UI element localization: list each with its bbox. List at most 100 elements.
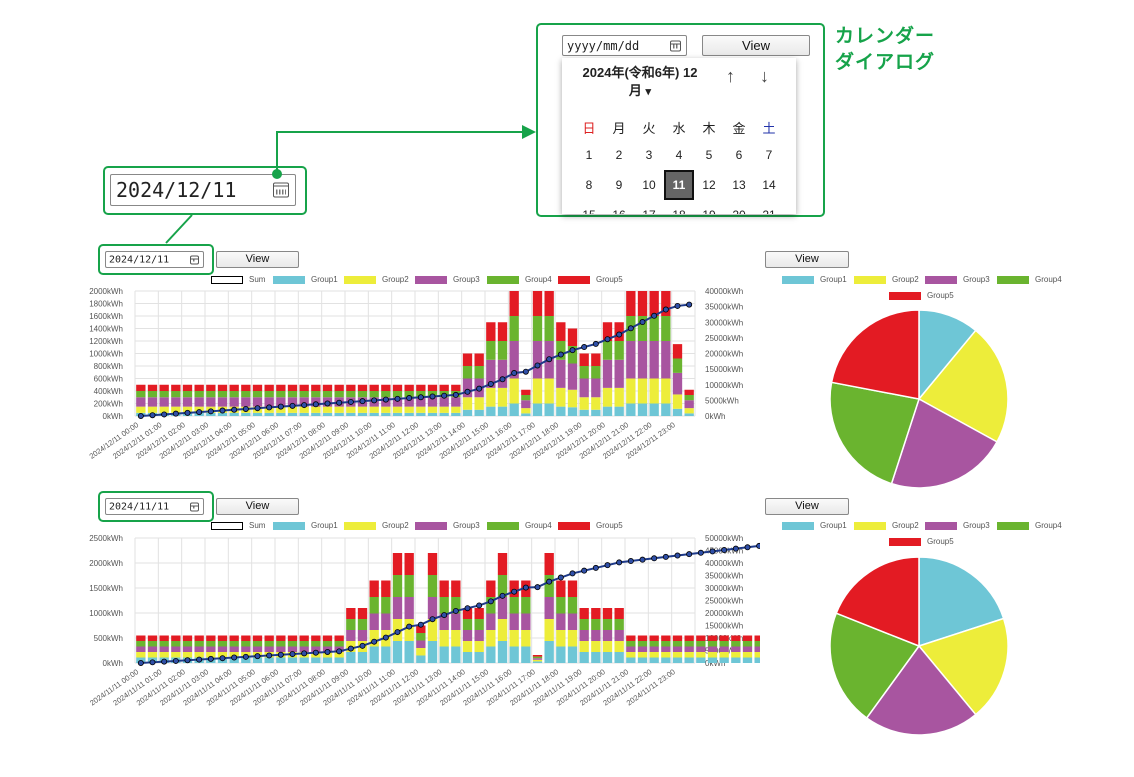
bar-segment-group1[interactable] (532, 661, 543, 663)
sum-point[interactable] (686, 551, 693, 558)
bar-segment-group4[interactable] (264, 391, 274, 398)
bar-segment-group5[interactable] (579, 353, 589, 367)
bar-segment-group2[interactable] (649, 378, 659, 404)
sum-point[interactable] (627, 325, 634, 332)
pie-slice-group4[interactable] (829, 612, 921, 720)
bar-segment-group4[interactable] (754, 641, 761, 647)
bar-segment-group1[interactable] (299, 412, 309, 416)
bar-segment-group1[interactable] (346, 652, 356, 663)
bar-segment-group2[interactable] (661, 378, 671, 404)
bar-segment-group2[interactable] (672, 394, 683, 409)
bar-segment-group4[interactable] (497, 575, 508, 597)
sum-point[interactable] (674, 302, 681, 309)
bar-segment-group1[interactable] (567, 646, 578, 664)
bar-segment-group3[interactable] (136, 646, 146, 653)
calendar-icon[interactable] (190, 502, 199, 511)
sum-point[interactable] (429, 616, 436, 623)
sum-point[interactable] (639, 556, 646, 563)
bar-segment-group5[interactable] (252, 635, 263, 642)
calendar-icon[interactable] (670, 40, 681, 51)
bar-segment-group1[interactable] (357, 412, 368, 416)
calendar-day[interactable]: 10 (642, 178, 656, 192)
bar-segment-group1[interactable] (217, 412, 228, 416)
bar-segment-group1[interactable] (486, 406, 496, 416)
bar-segment-group3[interactable] (171, 397, 181, 407)
bar-segment-group3[interactable] (509, 341, 519, 379)
sum-point[interactable] (616, 331, 623, 338)
bar-segment-group3[interactable] (276, 397, 286, 407)
sum-point[interactable] (301, 650, 308, 657)
bar-segment-group2[interactable] (171, 652, 181, 658)
bar-segment-group1[interactable] (486, 646, 496, 664)
bar-segment-group3[interactable] (182, 646, 193, 653)
bar-segment-group2[interactable] (392, 406, 403, 413)
bar-segment-group4[interactable] (544, 316, 554, 341)
bar-segment-group2[interactable] (591, 397, 601, 410)
bar-segment-group4[interactable] (241, 391, 251, 398)
bar-segment-group5[interactable] (229, 635, 239, 642)
calendar-day[interactable]: 1 (585, 148, 593, 162)
bar-segment-group2[interactable] (147, 406, 158, 413)
bar-segment-group5[interactable] (462, 608, 473, 619)
bar-segment-group4[interactable] (171, 641, 181, 647)
bar-segment-group3[interactable] (299, 646, 309, 653)
bar-segment-group4[interactable] (416, 391, 426, 398)
bar-segment-group4[interactable] (614, 619, 624, 630)
bar-segment-group5[interactable] (742, 635, 753, 642)
bar-segment-group5[interactable] (649, 291, 659, 316)
bar-segment-group1[interactable] (346, 412, 356, 416)
bar-segment-group3[interactable] (206, 397, 216, 407)
bar-segment-group1[interactable] (241, 412, 251, 416)
sum-point[interactable] (184, 657, 191, 664)
sum-point[interactable] (394, 629, 401, 636)
calendar-day[interactable]: 7 (765, 148, 773, 162)
bar-segment-group1[interactable] (497, 406, 508, 416)
bar-segment-group3[interactable] (579, 630, 589, 641)
bar-segment-group2[interactable] (369, 406, 379, 413)
bar-segment-group5[interactable] (381, 384, 391, 391)
sum-point[interactable] (604, 562, 611, 569)
bar-segment-group5[interactable] (416, 625, 426, 634)
bar-segment-group2[interactable] (462, 641, 473, 652)
bar-segment-group3[interactable] (264, 646, 274, 653)
sum-point[interactable] (452, 391, 459, 398)
bar-segment-group1[interactable] (544, 641, 554, 663)
bar-segment-group1[interactable] (252, 657, 263, 664)
bar-segment-group5[interactable] (462, 353, 473, 367)
bar-segment-group2[interactable] (497, 387, 508, 407)
bar-segment-group4[interactable] (567, 597, 578, 614)
bar-segment-group5[interactable] (497, 322, 508, 341)
bar-segment-group3[interactable] (684, 400, 694, 409)
bar-segment-group1[interactable] (614, 652, 624, 663)
sum-point[interactable] (277, 403, 284, 410)
bar-segment-group2[interactable] (462, 397, 473, 410)
bar-segment-group2[interactable] (217, 652, 228, 658)
bar-segment-group4[interactable] (276, 641, 286, 647)
bar-segment-group5[interactable] (486, 322, 496, 341)
bar-segment-group5[interactable] (544, 553, 554, 575)
bar-segment-group2[interactable] (147, 652, 158, 658)
bar-segment-group1[interactable] (416, 655, 426, 664)
sum-point[interactable] (172, 657, 179, 664)
bar-segment-group3[interactable] (672, 372, 683, 395)
bar-segment-group4[interactable] (427, 575, 438, 597)
bar-segment-group1[interactable] (696, 657, 706, 664)
bar-segment-group2[interactable] (357, 406, 368, 413)
sum-point[interactable] (336, 648, 343, 655)
bar-segment-group1[interactable] (509, 403, 519, 417)
sum-point[interactable] (231, 654, 238, 661)
bar-segment-group3[interactable] (614, 359, 624, 388)
bar-segment-group2[interactable] (637, 652, 648, 658)
bar-segment-group4[interactable] (731, 641, 741, 647)
bar-segment-group3[interactable] (579, 378, 589, 398)
bar-segment-group4[interactable] (649, 641, 659, 647)
bar-segment-group2[interactable] (416, 648, 426, 656)
calendar-day[interactable]: 16 (606, 202, 632, 214)
bar-segment-group4[interactable] (486, 597, 496, 614)
bar-segment-group3[interactable] (287, 646, 298, 653)
bar-segment-group5[interactable] (147, 384, 158, 391)
bar-segment-group5[interactable] (602, 608, 613, 619)
bar-segment-group1[interactable] (544, 403, 554, 417)
bar-segment-group5[interactable] (474, 353, 484, 367)
bar-segment-group4[interactable] (381, 391, 391, 398)
